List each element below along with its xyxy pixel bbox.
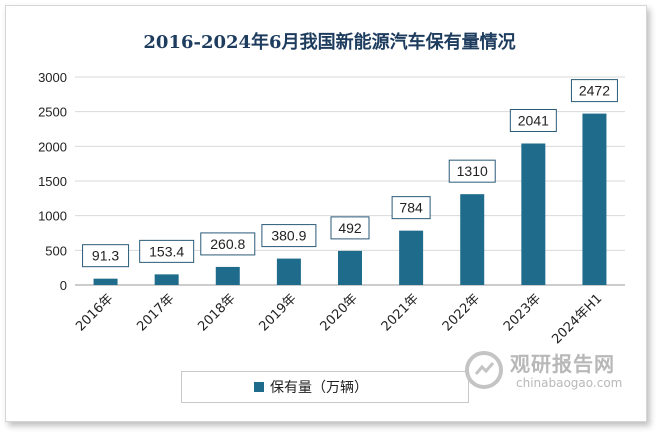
data-label: 2472 [579, 83, 610, 99]
bar [338, 250, 362, 285]
bar [215, 266, 240, 285]
data-label-box [509, 108, 557, 132]
chart-title: 2016-2024年6月我国新能源汽车保有量情况 [143, 32, 516, 53]
data-label: 91.3 [92, 248, 119, 264]
bar [276, 258, 301, 285]
data-label-box [391, 196, 431, 220]
data-label: 784 [399, 200, 423, 216]
x-tick-label: 2021年 [379, 291, 422, 334]
legend-label: 保有量（万辆） [270, 380, 368, 396]
data-label-box [139, 239, 195, 263]
bar [399, 230, 424, 285]
y-tick-label: 0 [60, 278, 67, 293]
data-label: 2041 [518, 112, 549, 128]
data-label-box [330, 216, 370, 240]
y-tick-label: 1500 [38, 174, 67, 189]
bar [154, 274, 179, 285]
x-tick-label: 2016年 [73, 291, 116, 334]
bar [582, 113, 607, 285]
x-tick-label: 2023年 [501, 291, 544, 334]
x-tick-label: 2019年 [257, 291, 300, 334]
data-label: 260.8 [210, 236, 245, 252]
data-label-box [261, 224, 317, 248]
data-label-box [82, 244, 130, 268]
data-label-box [200, 232, 256, 256]
x-tick-label: 2017年 [134, 291, 177, 334]
y-tick-label: 2500 [38, 105, 67, 120]
y-tick-label: 1000 [38, 209, 67, 224]
y-tick-label: 3000 [38, 70, 67, 85]
x-tick-label: 2020年 [318, 291, 361, 334]
bar [521, 143, 546, 285]
bar [460, 194, 485, 285]
data-label-box [570, 79, 618, 103]
watermark-brand: 观研报告网 [510, 352, 615, 376]
watermark-url: chinabaogao.com [516, 376, 623, 390]
data-label-box [448, 159, 496, 183]
legend-swatch [254, 382, 264, 392]
legend: 保有量（万辆） [181, 371, 469, 403]
data-label: 153.4 [149, 243, 184, 259]
y-tick-label: 2000 [38, 139, 67, 154]
x-tick-label: 2024年H1 [549, 291, 605, 347]
data-label: 380.9 [271, 228, 306, 244]
watermark: 观研报告网 chinabaogao.com [464, 348, 644, 408]
x-tick-label: 2022年 [440, 291, 483, 334]
data-label: 492 [338, 220, 362, 236]
y-tick-label: 500 [45, 243, 67, 258]
bar [93, 278, 118, 285]
data-label: 1310 [457, 163, 488, 179]
x-tick-label: 2018年 [195, 291, 238, 334]
watermark-logo-icon [465, 351, 503, 389]
